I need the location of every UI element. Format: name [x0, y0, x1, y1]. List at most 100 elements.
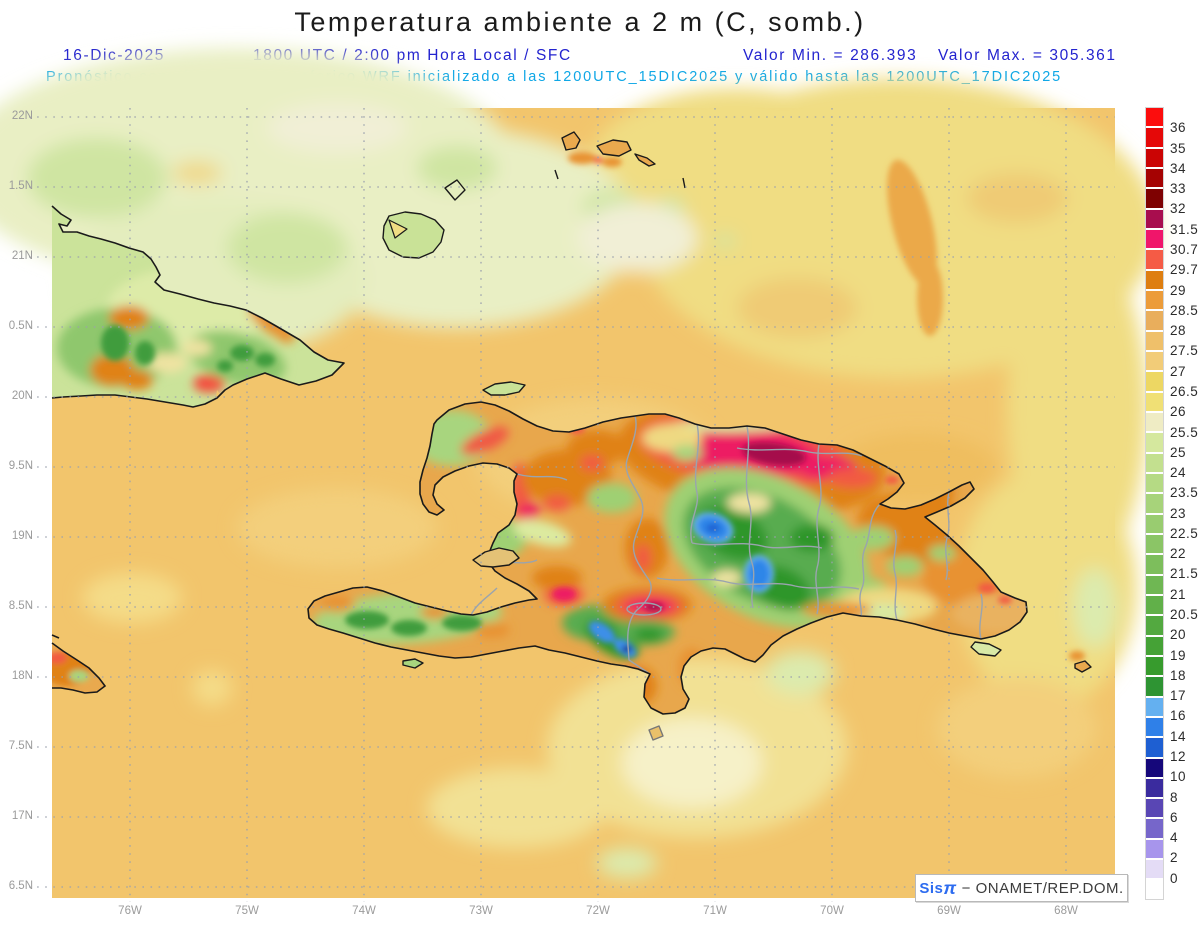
lon-tick-label: 75W — [225, 905, 269, 917]
colorbar-tick-label: 16 — [1170, 708, 1186, 723]
colorbar-cell — [1146, 799, 1163, 819]
lat-tick-label: 1.5N — [0, 180, 33, 192]
lon-tick-label: 76W — [108, 905, 152, 917]
colorbar-cell — [1146, 169, 1163, 189]
colorbar-cell — [1146, 230, 1163, 250]
colorbar-cell — [1146, 454, 1163, 474]
max-value-label: Valor Max. = 305.361 — [938, 47, 1117, 65]
colorbar-tick-label: 26.5 — [1170, 384, 1198, 399]
colorbar-cell — [1146, 616, 1163, 636]
colorbar-tick-label: 23.5 — [1170, 485, 1198, 500]
colorbar-tick-label: 28.5 — [1170, 303, 1198, 318]
colorbar-cell — [1146, 372, 1163, 392]
lat-tick-label: 6.5N — [0, 880, 33, 892]
colorbar-tick-label: 24 — [1170, 465, 1186, 480]
branding-box: Sisπ− ONAMET/REP.DOM. — [915, 874, 1128, 902]
branding-org: − ONAMET/REP.DOM. — [962, 880, 1124, 897]
lon-tick-label: 73W — [459, 905, 503, 917]
lat-tick-label: 21N — [0, 250, 33, 262]
lat-tick-label: 17N — [0, 810, 33, 822]
colorbar-tick-label: 32 — [1170, 201, 1186, 216]
colorbar-tick-label: 14 — [1170, 729, 1186, 744]
colorbar-tick-label: 21.5 — [1170, 566, 1198, 581]
colorbar-cell — [1146, 677, 1163, 697]
colorbar-cell — [1146, 779, 1163, 799]
colorbar-tick-label: 29.7 — [1170, 262, 1198, 277]
colorbar-cell — [1146, 576, 1163, 596]
colorbar-cell — [1146, 250, 1163, 270]
colorbar-cell — [1146, 860, 1163, 880]
colorbar-cell — [1146, 819, 1163, 839]
lon-tick-label: 70W — [810, 905, 854, 917]
colorbar-tick-label: 10 — [1170, 769, 1186, 784]
lat-tick-label: 7.5N — [0, 740, 33, 752]
colorbar-tick-label: 20 — [1170, 627, 1186, 642]
colorbar-cell — [1146, 271, 1163, 291]
colorbar-tick-label: 17 — [1170, 688, 1186, 703]
colorbar-tick-label: 20.5 — [1170, 607, 1198, 622]
weather-map-page: { "header": { "title": "Temperatura ambi… — [0, 0, 1200, 927]
colorbar-tick-label: 12 — [1170, 749, 1186, 764]
colorbar-tick-label: 22.5 — [1170, 526, 1198, 541]
colorbar-cell — [1146, 596, 1163, 616]
colorbar-tick-label: 30.7 — [1170, 242, 1198, 257]
colorbar-cell — [1146, 128, 1163, 148]
colorbar-tick-label: 36 — [1170, 120, 1186, 135]
lon-tick-label: 71W — [693, 905, 737, 917]
colorbar-cell — [1146, 718, 1163, 738]
lon-tick-label: 69W — [927, 905, 971, 917]
lat-tick-label: 9.5N — [0, 460, 33, 472]
colorbar-cell — [1146, 413, 1163, 433]
lon-tick-label: 68W — [1044, 905, 1088, 917]
pi-icon: π — [943, 878, 956, 899]
colorbar-cell — [1146, 637, 1163, 657]
colorbar-cell — [1146, 210, 1163, 230]
colorbar-tick-label: 8 — [1170, 790, 1178, 805]
colorbar-cell — [1146, 738, 1163, 758]
lat-tick-label: 0.5N — [0, 320, 33, 332]
colorbar-cell — [1146, 433, 1163, 453]
colorbar-cell — [1146, 474, 1163, 494]
colorbar-cell — [1146, 535, 1163, 555]
colorbar-cell — [1146, 108, 1163, 128]
colorbar-cell — [1146, 189, 1163, 209]
colorbar-tick-label: 26 — [1170, 404, 1186, 419]
colorbar-tick-label: 34 — [1170, 161, 1186, 176]
colorbar-cell — [1146, 291, 1163, 311]
colorbar-tick-label: 31.5 — [1170, 222, 1198, 237]
colorbar-tick-label: 25 — [1170, 445, 1186, 460]
colorbar-tick-label: 23 — [1170, 506, 1186, 521]
colorbar-cell — [1146, 515, 1163, 535]
lon-tick-label: 74W — [342, 905, 386, 917]
colorbar-cell — [1146, 880, 1163, 898]
colorbar-cell — [1146, 698, 1163, 718]
map-area — [37, 108, 1115, 898]
colorbar-tick-label: 19 — [1170, 648, 1186, 663]
colorbar-cell — [1146, 149, 1163, 169]
colorbar-tick-label: 25.5 — [1170, 425, 1198, 440]
colorbar-cell — [1146, 311, 1163, 331]
colorbar-tick-label: 2 — [1170, 850, 1178, 865]
colorbar-cell — [1146, 840, 1163, 860]
colorbar-cell — [1146, 494, 1163, 514]
colorbar-cell — [1146, 657, 1163, 677]
map-canvas — [37, 108, 1115, 898]
min-value-label: Valor Min. = 286.393 — [743, 47, 917, 65]
colorbar-tick-label: 0 — [1170, 871, 1178, 886]
colorbar-tick-label: 27 — [1170, 364, 1186, 379]
colorbar — [1146, 108, 1163, 899]
colorbar-cell — [1146, 352, 1163, 372]
colorbar-tick-label: 22 — [1170, 546, 1186, 561]
colorbar-tick-label: 6 — [1170, 810, 1178, 825]
colorbar-cell — [1146, 555, 1163, 575]
page-title: Temperatura ambiente a 2 m (C, somb.) — [0, 7, 1160, 38]
lat-tick-label: 18N — [0, 670, 33, 682]
colorbar-tick-label: 4 — [1170, 830, 1178, 845]
lat-tick-label: 8.5N — [0, 600, 33, 612]
lat-tick-label: 19N — [0, 530, 33, 542]
colorbar-tick-label: 28 — [1170, 323, 1186, 338]
lat-tick-label: 22N — [0, 110, 33, 122]
colorbar-tick-label: 27.5 — [1170, 343, 1198, 358]
lat-tick-label: 20N — [0, 390, 33, 402]
lon-tick-label: 72W — [576, 905, 620, 917]
